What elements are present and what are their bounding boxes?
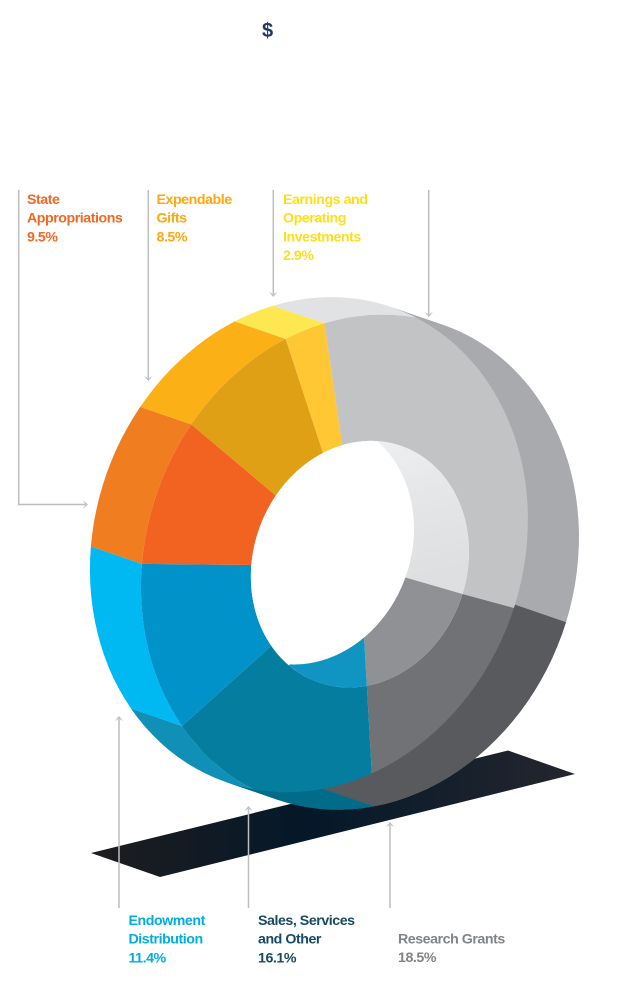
svg-text:Sales, Services: Sales, Services — [258, 913, 355, 929]
svg-text:9.5%: 9.5% — [27, 229, 58, 245]
svg-text:11.4%: 11.4% — [129, 950, 167, 966]
svg-text:Earnings and: Earnings and — [283, 192, 367, 208]
svg-text:Operating: Operating — [283, 211, 346, 227]
svg-text:and Other: and Other — [258, 932, 322, 948]
svg-text:Investments: Investments — [283, 229, 361, 245]
svg-text:Appropriations: Appropriations — [27, 211, 123, 227]
svg-text:State: State — [27, 192, 60, 208]
svg-text:Endowment: Endowment — [129, 913, 206, 929]
svg-text:16.1%: 16.1% — [258, 950, 297, 966]
svg-text:Research Grants: Research Grants — [398, 932, 505, 948]
svg-text:Gifts: Gifts — [157, 211, 188, 227]
svg-text:8.5%: 8.5% — [157, 229, 188, 245]
svg-text:2.9%: 2.9% — [283, 248, 314, 264]
svg-text:$: $ — [262, 20, 273, 42]
svg-text:18.5%: 18.5% — [398, 950, 437, 966]
svg-text:Distribution: Distribution — [129, 932, 203, 948]
svg-text:Expendable: Expendable — [157, 192, 233, 208]
